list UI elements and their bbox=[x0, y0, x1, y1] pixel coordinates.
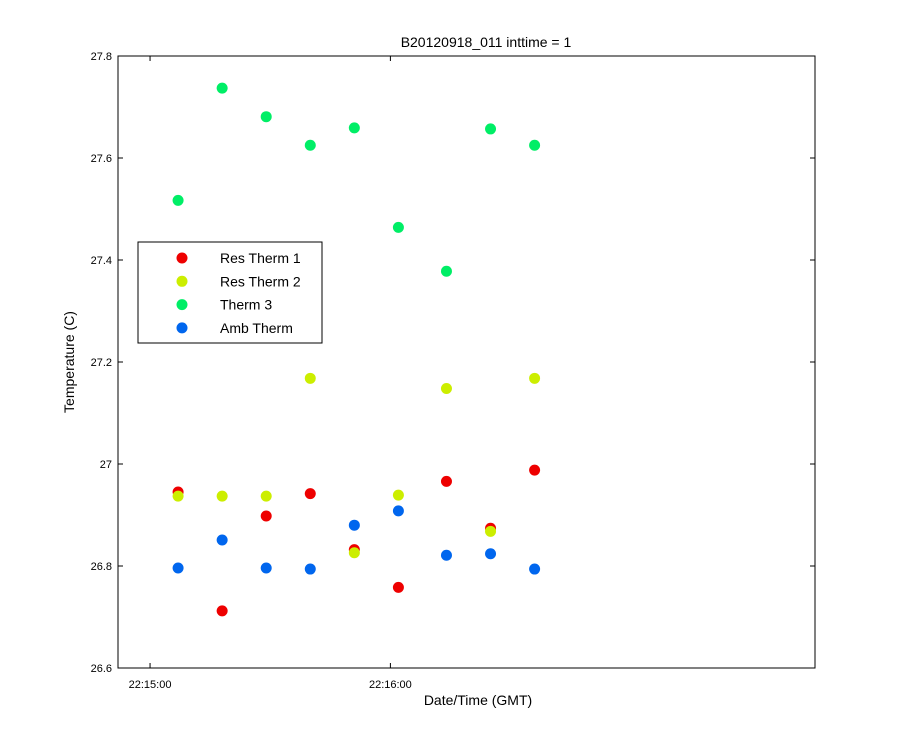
legend-label: Amb Therm bbox=[220, 320, 293, 336]
legend: Res Therm 1 Res Therm 2 Therm 3 Amb Therm bbox=[137, 241, 323, 344]
data-point bbox=[392, 505, 404, 517]
series-therm-3 bbox=[172, 82, 541, 277]
data-point bbox=[392, 489, 404, 501]
plot-area-frame bbox=[117, 55, 816, 669]
x-tick-label: 22:15:00 bbox=[129, 679, 172, 691]
x-tick-label: 22:16:00 bbox=[369, 679, 412, 691]
data-point bbox=[172, 194, 184, 206]
data-point bbox=[392, 221, 404, 233]
data-point bbox=[304, 139, 316, 151]
data-point bbox=[485, 548, 497, 560]
legend-box bbox=[137, 241, 323, 344]
y-tick-label: 27.8 bbox=[91, 51, 112, 63]
data-point bbox=[485, 525, 497, 537]
data-point bbox=[216, 490, 228, 502]
legend-marker bbox=[176, 275, 188, 287]
data-point bbox=[304, 563, 316, 575]
data-point bbox=[260, 111, 272, 123]
y-tick-label: 27 bbox=[100, 459, 112, 471]
y-tick-label: 27.6 bbox=[91, 153, 112, 165]
data-point bbox=[529, 563, 541, 575]
x-axis-label: Date/Time (GMT) bbox=[424, 692, 532, 708]
y-tick-label: 27.4 bbox=[91, 255, 112, 267]
chart-title: B20120918_011 inttime = 1 bbox=[401, 34, 572, 50]
legend-marker bbox=[176, 252, 188, 264]
data-point bbox=[260, 510, 272, 522]
series-res-therm-1 bbox=[172, 464, 541, 617]
data-point bbox=[172, 562, 184, 574]
data-point bbox=[348, 122, 360, 134]
data-point bbox=[529, 139, 541, 151]
data-point bbox=[304, 488, 316, 500]
data-point bbox=[172, 490, 184, 502]
data-point bbox=[440, 383, 452, 395]
legend-marker bbox=[176, 322, 188, 334]
series-amb-therm bbox=[172, 505, 541, 575]
legend-marker bbox=[176, 299, 188, 311]
data-point bbox=[392, 581, 404, 593]
data-point bbox=[440, 549, 452, 561]
y-axis-label: Temperature (C) bbox=[61, 311, 77, 413]
data-point bbox=[440, 265, 452, 277]
series-res-therm-2 bbox=[172, 372, 541, 559]
data-point bbox=[348, 547, 360, 559]
data-point bbox=[260, 490, 272, 502]
legend-label: Therm 3 bbox=[220, 297, 272, 313]
legend-label: Res Therm 1 bbox=[220, 250, 301, 266]
data-point bbox=[304, 372, 316, 384]
data-point bbox=[440, 475, 452, 487]
y-tick-label: 26.6 bbox=[91, 663, 112, 675]
data-point bbox=[529, 464, 541, 476]
legend-label: Res Therm 2 bbox=[220, 273, 301, 289]
data-point bbox=[216, 534, 228, 546]
data-point bbox=[348, 519, 360, 531]
data-point bbox=[216, 605, 228, 617]
data-point bbox=[260, 562, 272, 574]
y-tick-label: 26.8 bbox=[91, 561, 112, 573]
data-point bbox=[216, 82, 228, 94]
data-point bbox=[485, 123, 497, 135]
data-point bbox=[529, 372, 541, 384]
y-tick-label: 27.2 bbox=[91, 357, 112, 369]
